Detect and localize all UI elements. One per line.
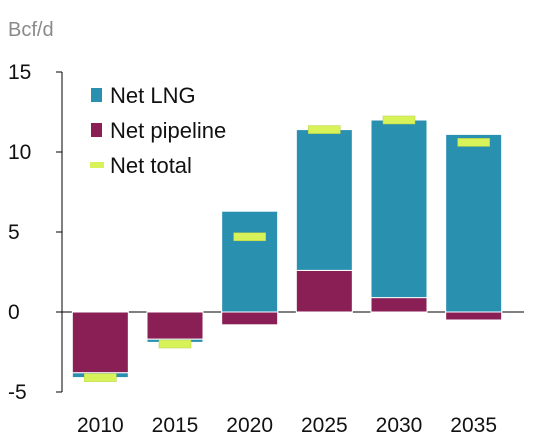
bar-net-pipeline <box>295 269 353 313</box>
bars <box>71 119 503 379</box>
marker-net-total <box>382 115 416 125</box>
y-tick-label: -5 <box>8 381 27 404</box>
marker-net-total <box>84 373 117 382</box>
bar-net-lng <box>445 133 503 313</box>
y-tick-label: 15 <box>8 61 31 84</box>
legend-net-lng-label: Net LNG <box>110 83 196 108</box>
legend-net-pipeline-swatch <box>91 123 102 137</box>
marker-net-total <box>308 125 341 134</box>
bar-net-lng <box>370 119 428 299</box>
legend-net-lng-swatch <box>91 88 102 102</box>
bar-net-pipeline <box>445 311 503 321</box>
bar-net-pipeline <box>370 297 428 313</box>
marker-net-total <box>233 232 266 242</box>
y-tick-label: 5 <box>8 221 20 244</box>
x-tick-label: 2030 <box>376 414 423 437</box>
bar-net-pipeline <box>146 311 204 340</box>
legend: Net LNG Net pipeline Net total <box>90 83 226 178</box>
legend-net-total-label: Net total <box>110 153 192 178</box>
y-unit-label: Bcf/d <box>8 19 54 41</box>
y-tick-label: 0 <box>8 301 20 324</box>
y-tick-label: 10 <box>8 141 31 164</box>
x-tick-label: 2020 <box>226 414 273 437</box>
legend-net-total-swatch <box>90 162 104 168</box>
x-tick-label: 2010 <box>77 414 124 437</box>
marker-net-total <box>158 339 192 349</box>
x-tick-label: 2025 <box>301 414 348 437</box>
total-markers <box>84 115 490 382</box>
marker-net-total <box>457 138 490 147</box>
x-tick-label: 2035 <box>450 414 497 437</box>
legend-net-pipeline-label: Net pipeline <box>110 118 226 143</box>
bar-net-lng <box>295 129 353 271</box>
bar-net-lng <box>221 210 279 313</box>
bar-net-pipeline <box>221 311 279 326</box>
bar-net-pipeline <box>71 311 129 374</box>
x-tick-label: 2015 <box>152 414 199 437</box>
